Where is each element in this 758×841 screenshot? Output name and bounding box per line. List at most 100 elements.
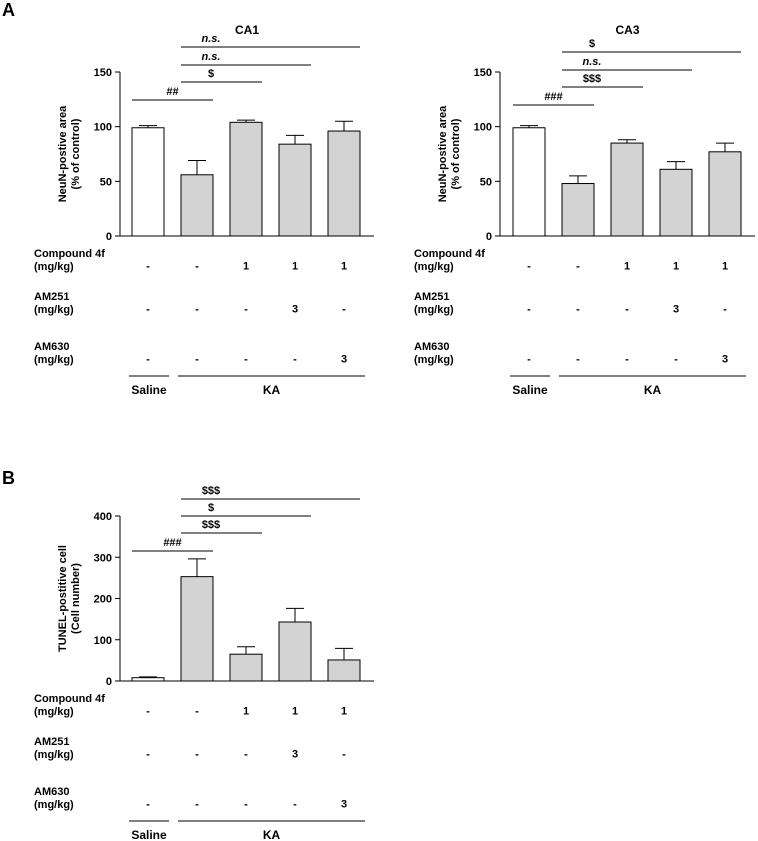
dose-value: - — [293, 799, 297, 811]
significance-label: $$$ — [202, 519, 220, 531]
chart-tunel: 0 100 200 300 400 TUNEL-postitive cell(Cell n… — [34, 485, 374, 841]
panel-letter-a: A — [2, 0, 15, 20]
dose-value: - — [576, 304, 580, 316]
y-tick-label: 400 — [94, 511, 112, 523]
treatment-unit: (mg/kg) — [34, 354, 74, 366]
dose-value: - — [527, 354, 531, 366]
dose-value: 1 — [722, 261, 728, 273]
bar — [180, 174, 214, 237]
bar — [327, 659, 361, 682]
treatment-name: Compound 4f — [34, 693, 105, 705]
significance-label: $$$ — [202, 485, 220, 497]
bar — [512, 127, 546, 237]
dose-value: 1 — [243, 706, 249, 718]
significance-label: $ — [589, 38, 595, 50]
y-axis-label-line: (% of control) — [450, 118, 462, 189]
group-label: KA — [644, 383, 662, 397]
dose-value: - — [293, 354, 297, 366]
treatment-name: AM630 — [414, 341, 449, 353]
dose-value: 1 — [243, 261, 249, 273]
dose-value: - — [576, 261, 580, 273]
dose-value: - — [146, 354, 150, 366]
y-tick-label: 100 — [94, 122, 112, 134]
dose-value: 1 — [673, 261, 679, 273]
dose-value: - — [146, 261, 150, 273]
dose-value: 3 — [341, 354, 347, 366]
significance-label: $$$ — [583, 73, 601, 85]
dose-value: 1 — [624, 261, 630, 273]
dose-value: - — [342, 304, 346, 316]
treatment-name: AM630 — [34, 341, 69, 353]
dose-value: - — [527, 304, 531, 316]
dose-value: - — [195, 354, 199, 366]
treatment-name: AM251 — [414, 291, 449, 303]
significance-label: ### — [544, 91, 562, 103]
treatment-unit: (mg/kg) — [34, 261, 74, 273]
bar — [180, 576, 214, 682]
dose-value: - — [195, 799, 199, 811]
bar — [278, 621, 312, 682]
y-tick-label: 100 — [94, 635, 112, 647]
treatment-name: AM251 — [34, 291, 69, 303]
significance-label: n.s. — [202, 51, 221, 63]
bar — [229, 653, 263, 682]
dose-value: 3 — [341, 799, 347, 811]
dose-value: - — [195, 261, 199, 273]
panel-letter-b: B — [2, 468, 15, 488]
y-axis-label-line: NeuN-postive area — [57, 105, 69, 202]
dose-value: - — [625, 354, 629, 366]
y-tick-label: 50 — [480, 176, 492, 188]
dose-value: - — [244, 749, 248, 761]
y-tick-label: 150 — [474, 67, 492, 79]
treatment-name: AM251 — [34, 736, 69, 748]
chart-title: CA1 — [235, 23, 259, 37]
y-axis-label: NeuN-postive area(% of control) — [57, 105, 82, 202]
y-tick-label: 150 — [94, 67, 112, 79]
dose-value: 1 — [292, 706, 298, 718]
group-label: KA — [263, 383, 281, 397]
bar — [659, 168, 693, 237]
dose-value: - — [674, 354, 678, 366]
dose-value: - — [244, 799, 248, 811]
significance-label: n.s. — [583, 56, 602, 68]
dose-value: - — [146, 304, 150, 316]
treatment-name: AM630 — [34, 786, 69, 798]
treatment-unit: (mg/kg) — [34, 706, 74, 718]
group-label: KA — [263, 828, 281, 841]
bar — [278, 143, 312, 237]
treatment-unit: (mg/kg) — [34, 799, 74, 811]
significance-label: ## — [166, 86, 178, 98]
chart-ca1: CA1 0 50 100 150 NeuN-postive area(% of contr… — [34, 23, 374, 397]
bar — [327, 130, 361, 237]
group-label: Saline — [512, 383, 548, 397]
y-tick-label: 0 — [486, 231, 492, 243]
dose-value: - — [146, 706, 150, 718]
dose-value: - — [244, 354, 248, 366]
treatment-unit: (mg/kg) — [34, 749, 74, 761]
y-tick-label: 200 — [94, 594, 112, 606]
significance-label: n.s. — [202, 33, 221, 45]
bar — [131, 677, 165, 682]
dose-value: - — [195, 749, 199, 761]
y-axis-label: NeuN-postive area(% of control) — [437, 105, 462, 202]
dose-value: 3 — [292, 304, 298, 316]
significance-label: $ — [208, 502, 214, 514]
dose-value: - — [576, 354, 580, 366]
treatment-unit: (mg/kg) — [414, 261, 454, 273]
bar — [708, 151, 742, 237]
dose-value: - — [195, 304, 199, 316]
dose-value: - — [723, 304, 727, 316]
y-tick-label: 300 — [94, 552, 112, 564]
bar — [561, 183, 595, 237]
group-label: Saline — [131, 383, 167, 397]
dose-value: 3 — [673, 304, 679, 316]
significance-label: $ — [208, 68, 214, 80]
chart-title: CA3 — [615, 23, 639, 37]
dose-value: - — [342, 749, 346, 761]
treatment-unit: (mg/kg) — [34, 304, 74, 316]
bar — [229, 121, 263, 237]
dose-value: 1 — [341, 261, 347, 273]
treatment-unit: (mg/kg) — [414, 354, 454, 366]
dose-value: 1 — [341, 706, 347, 718]
dose-value: - — [244, 304, 248, 316]
